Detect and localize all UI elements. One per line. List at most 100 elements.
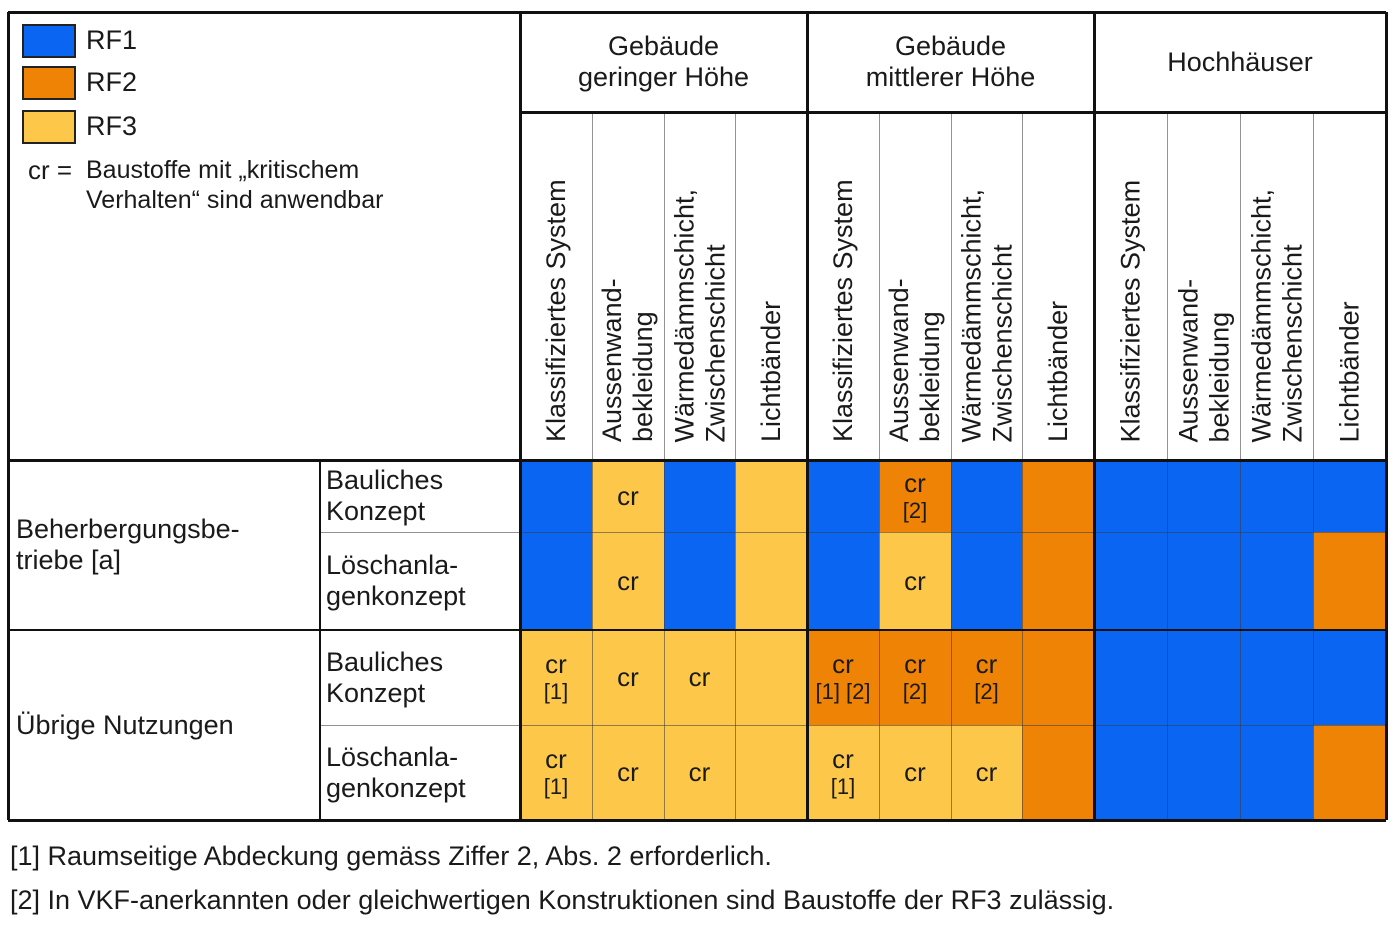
cell-cr-label: cr: [904, 757, 926, 787]
row-label-line: genkonzept: [326, 772, 466, 803]
subcolumn-header-line: Wärmedämmschicht,: [668, 188, 699, 442]
matrix-cell: cr: [951, 725, 1022, 820]
row-label-line: Bauliches: [326, 465, 444, 495]
row-label: Bauliches Konzept: [326, 460, 516, 532]
grid-line: [1166, 112, 1168, 820]
cr-key: cr =: [28, 155, 73, 185]
matrix-cell: [1167, 725, 1240, 820]
row-label-line: Konzept: [326, 496, 426, 526]
grid-line: [734, 112, 736, 820]
subcolumn-header-text: Klassifiziertes System: [1094, 118, 1167, 442]
cell-cr-label: cr: [545, 649, 567, 679]
grid-line: [950, 112, 952, 820]
cell-cr-label: cr: [545, 744, 567, 774]
cell-cr-label: cr: [688, 662, 711, 692]
legend-label: RF1: [86, 25, 138, 55]
matrix-cell: [1313, 460, 1386, 532]
row-label-line: Löschanla-: [326, 741, 459, 772]
matrix-cell: [1240, 532, 1313, 630]
footnote-2: [2] In VKF-anerkannten oder gleichwertig…: [10, 885, 1115, 915]
subcolumn-header-line: Aussenwand-: [1172, 278, 1203, 442]
cell-footnote-ref: [1]: [543, 679, 569, 704]
subcolumn-header-line: Lichtbänder: [755, 300, 786, 442]
row-label: Löschanla-genkonzept: [326, 532, 516, 630]
matrix-cell: cr: [664, 630, 735, 725]
cell-cr-label: cr: [617, 565, 639, 596]
grid-line: [320, 724, 1386, 726]
subcolumn-header: Klassifiziertes System: [807, 112, 879, 460]
cell-cr-label: cr: [617, 757, 639, 787]
cell-cr-label: cr: [832, 649, 854, 679]
matrix-cell: [520, 460, 592, 532]
group-header-line: geringer Höhe: [577, 62, 750, 92]
table-border: [6, 12, 10, 820]
cell-cr-label: cr: [904, 467, 926, 498]
table-border: [8, 10, 1386, 14]
matrix-cell: [1022, 460, 1094, 532]
matrix-cell: cr [1]: [807, 725, 879, 820]
header-divider: [8, 458, 1386, 462]
subcolumn-header-text: Lichtbänder: [1313, 118, 1386, 442]
matrix-cell: [1313, 630, 1386, 725]
table-border: [8, 818, 1386, 822]
grid-line: [663, 112, 665, 820]
subcolumn-header: Aussenwand-bekleidung: [879, 112, 951, 460]
group-header: Gebäude mittlerer Höhe: [807, 12, 1094, 112]
grid-line: [1021, 112, 1023, 820]
row-group-label: Beherbergungsbe-triebe [a]: [16, 460, 312, 630]
matrix-cell: [1240, 725, 1313, 820]
matrix-cell: [1094, 725, 1167, 820]
matrix-cell: [1313, 725, 1386, 820]
legend-label: RF3: [86, 111, 138, 141]
subcolumn-header-line: Wärmedämmschicht,: [955, 188, 986, 442]
matrix-cell: [1167, 630, 1240, 725]
subcolumn-header: Aussenwand-bekleidung: [1167, 112, 1240, 460]
subcolumn-header-line: Aussenwand-: [597, 278, 627, 442]
matrix-cell: [1240, 460, 1313, 532]
group-divider: [1092, 12, 1096, 820]
matrix-cell: cr [2]: [879, 460, 951, 532]
row-label: Bauliches Konzept: [326, 630, 516, 725]
matrix-cell: cr [1] [2]: [807, 630, 879, 725]
grid-line: [320, 531, 1386, 533]
matrix-cell: [1167, 532, 1240, 630]
matrix-cell: [1094, 532, 1167, 630]
matrix-cell: [1022, 725, 1094, 820]
matrix-cell: cr: [664, 725, 735, 820]
group-header-line: mittlerer Höhe: [865, 62, 1036, 92]
subcolumn-header: Klassifiziertes System: [1094, 112, 1167, 460]
matrix-cell: [1094, 630, 1167, 725]
subcolumn-header-text: Aussenwand-bekleidung: [592, 118, 664, 442]
matrix-cell: [1313, 532, 1386, 630]
subcolumn-header-line: bekleidung: [1203, 311, 1234, 442]
cr-description: Baustoffe mit „kritischem: [86, 156, 360, 184]
matrix-cell: [807, 460, 879, 532]
subcolumn-header: Wärmedämmschicht, Zwischenschicht: [1240, 112, 1313, 460]
subcolumn-header-line: Klassifiziertes System: [1115, 179, 1145, 442]
cell-footnote-ref: [2]: [974, 679, 999, 704]
matrix-cell: cr [2]: [879, 630, 951, 725]
matrix-cell: [807, 532, 879, 630]
subcolumn-header-line: bekleidung: [628, 311, 658, 442]
subcolumn-header-text: Wärmedämmschicht, Zwischenschicht: [951, 118, 1022, 442]
matrix-cell: [664, 460, 735, 532]
grid-line: [878, 112, 880, 820]
matrix-cell: cr [1]: [520, 725, 592, 820]
subcolumn-header-line: Lichtbänder: [1334, 300, 1364, 442]
subcolumn-header-text: Wärmedämmschicht, Zwischenschicht: [1240, 118, 1313, 442]
matrix-cell: [1022, 630, 1094, 725]
subcolumn-header-line: Klassifiziertes System: [827, 179, 858, 442]
subcolumn-header-line: Klassifiziertes System: [540, 179, 571, 442]
table-border: [1384, 12, 1388, 820]
cell-footnote-ref: [2]: [902, 497, 928, 523]
legend-swatch-rf3: [22, 110, 76, 144]
header-divider: [520, 110, 1386, 114]
subcolumn-header: Aussenwand-bekleidung: [592, 112, 664, 460]
cell-footnote-ref: [1] [2]: [815, 679, 871, 704]
matrix-cell: cr: [592, 630, 664, 725]
matrix-cell: cr [1]: [520, 630, 592, 725]
group-header: Gebäude geringer Höhe: [520, 12, 807, 112]
group-header-line: Gebäude: [894, 31, 1007, 61]
row-group-label-line: Beherbergungsbe-: [16, 514, 240, 544]
